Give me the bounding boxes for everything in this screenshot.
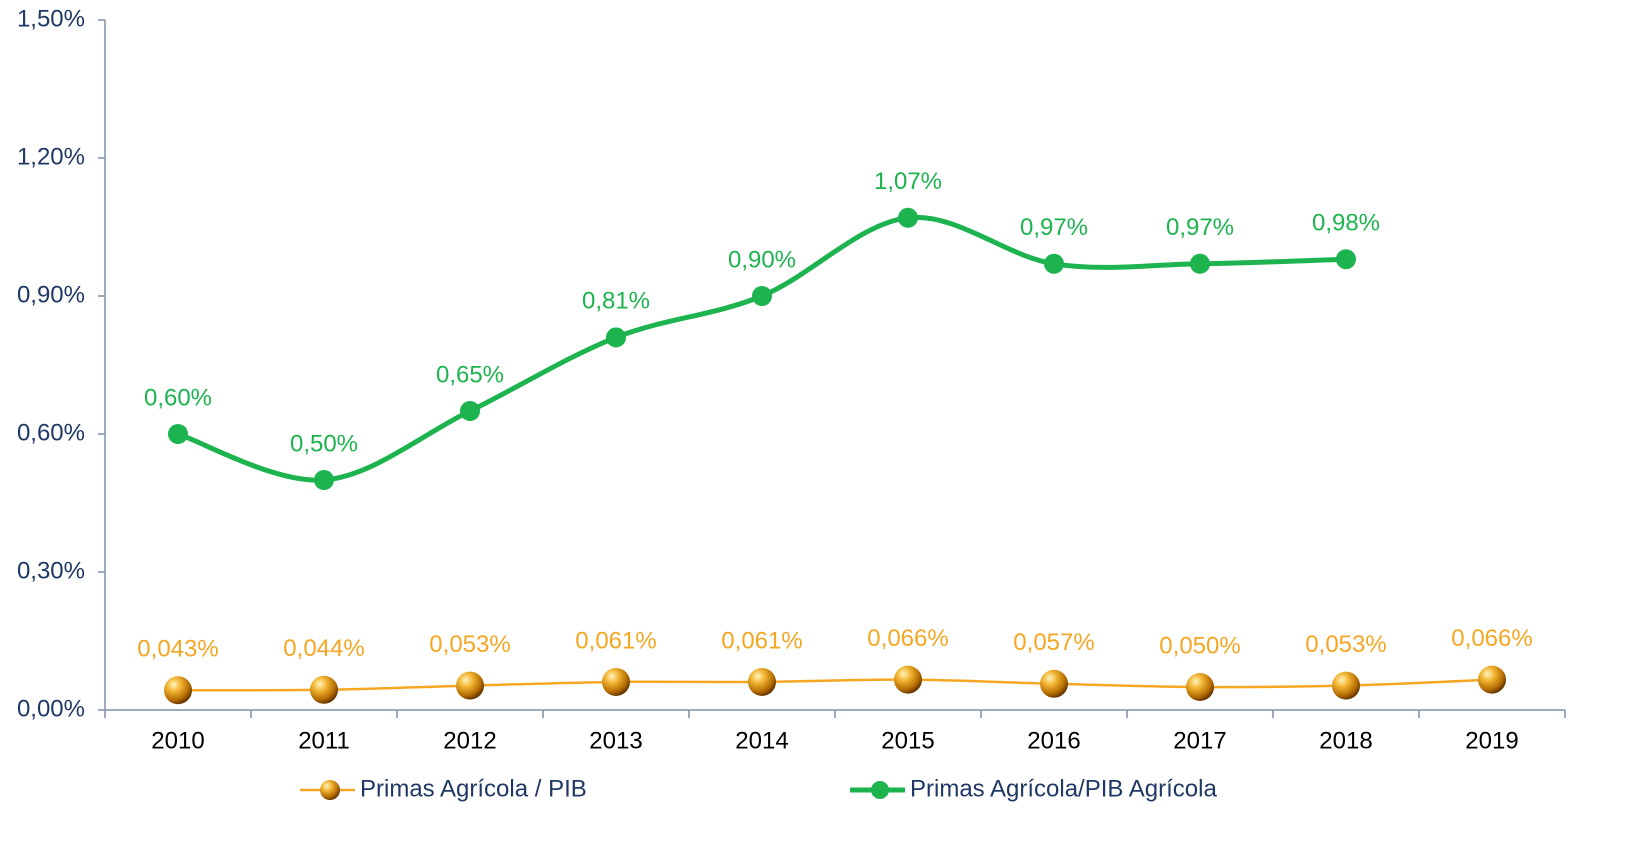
- marker: [168, 424, 188, 444]
- marker: [898, 207, 918, 228]
- data-label: 0,81%: [582, 288, 650, 315]
- y-tick-label: 0,60%: [17, 419, 85, 446]
- data-label: 0,066%: [867, 625, 948, 652]
- marker: [1190, 253, 1210, 274]
- data-label: 0,053%: [1305, 631, 1386, 658]
- marker: [1040, 669, 1068, 698]
- data-label: 0,97%: [1166, 214, 1234, 241]
- legend-label: Primas Agrícola / PIB: [360, 775, 587, 802]
- data-label: 0,60%: [144, 384, 212, 411]
- marker: [456, 671, 484, 700]
- marker: [1044, 253, 1064, 274]
- data-label: 0,057%: [1013, 629, 1094, 656]
- x-tick-label: 2018: [1319, 727, 1372, 754]
- x-tick-label: 2010: [151, 727, 204, 754]
- marker: [1332, 671, 1360, 700]
- data-label: 0,97%: [1020, 214, 1088, 241]
- marker: [1186, 673, 1214, 701]
- y-tick-label: 0,90%: [17, 281, 85, 308]
- legend-marker: [871, 781, 889, 799]
- series-line: [177, 678, 1493, 692]
- marker: [602, 667, 630, 696]
- x-tick-label: 2013: [589, 727, 642, 754]
- legend-marker: [320, 780, 340, 800]
- x-tick-label: 2015: [881, 727, 934, 754]
- marker: [1478, 665, 1506, 694]
- marker: [894, 665, 922, 694]
- marker: [310, 675, 338, 704]
- x-tick-label: 2012: [443, 727, 496, 754]
- y-tick-label: 0,00%: [17, 695, 85, 722]
- data-label: 0,053%: [429, 631, 510, 658]
- marker: [164, 676, 192, 705]
- data-label: 0,65%: [436, 361, 504, 388]
- marker: [752, 286, 772, 306]
- legend-label: Primas Agrícola/PIB Agrícola: [910, 775, 1217, 802]
- marker: [606, 327, 626, 348]
- marker: [748, 667, 776, 696]
- data-label: 0,061%: [721, 627, 802, 654]
- x-tick-label: 2019: [1465, 727, 1518, 754]
- marker: [314, 470, 334, 490]
- y-tick-label: 1,20%: [17, 143, 85, 170]
- data-label: 0,061%: [575, 627, 656, 654]
- data-label: 0,043%: [137, 636, 218, 663]
- marker: [1336, 249, 1356, 270]
- y-tick-label: 1,50%: [17, 5, 85, 32]
- x-tick-label: 2016: [1027, 727, 1080, 754]
- data-label: 0,050%: [1159, 632, 1240, 659]
- x-tick-label: 2011: [298, 727, 350, 754]
- data-label: 0,044%: [283, 635, 364, 662]
- y-tick-label: 0,30%: [17, 557, 85, 584]
- x-tick-label: 2017: [1173, 727, 1226, 754]
- data-label: 0,90%: [728, 246, 796, 273]
- data-label: 1,07%: [874, 168, 942, 195]
- data-label: 0,98%: [1312, 210, 1380, 237]
- data-label: 0,066%: [1451, 625, 1532, 652]
- x-tick-label: 2014: [735, 727, 788, 754]
- marker: [460, 401, 480, 421]
- data-label: 0,50%: [290, 430, 358, 457]
